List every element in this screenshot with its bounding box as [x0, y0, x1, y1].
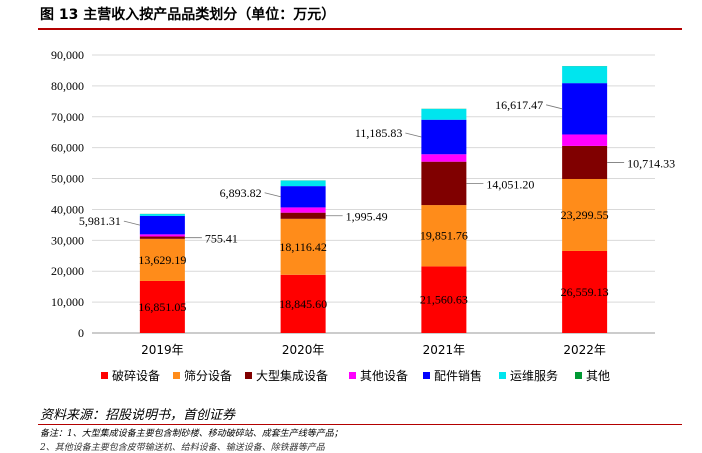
legend-swatch — [423, 372, 430, 379]
y-tick-label: 10,000 — [51, 295, 84, 309]
footnote-1: 备注：1、大型集成设备主要包含制砂楼、移动破碎站、成套生产线等产品； — [40, 426, 343, 439]
data-label: 11,185.83 — [355, 126, 403, 140]
x-axis-ticks: 2019年 2020年 2021年 2022年 — [141, 343, 606, 357]
bar-segment — [562, 66, 607, 83]
bar-segment — [140, 216, 185, 234]
y-tick-label: 50,000 — [51, 172, 84, 186]
legend-label: 其他设备 — [360, 369, 408, 383]
data-label: 14,051.20 — [486, 177, 534, 191]
legend-label: 破碎设备 — [112, 368, 160, 383]
data-label: 18,116.42 — [279, 240, 327, 254]
legend-label: 大型集成设备 — [256, 368, 328, 383]
bar-segment — [281, 213, 326, 219]
x-tick-label: 2021年 — [423, 343, 466, 357]
y-axis-ticks: 010,00020,00030,00040,00050,00060,00070,… — [51, 48, 84, 340]
legend-swatch — [575, 372, 582, 379]
data-label: 5,981.31 — [79, 214, 121, 228]
source-text: 资料来源：招股说明书，首创证券 — [40, 404, 235, 423]
bar-segment — [421, 154, 466, 161]
legend-swatch — [349, 372, 356, 379]
stacked-bar-chart: 010,00020,00030,00040,00050,00060,00070,… — [0, 0, 702, 400]
y-tick-label: 90,000 — [51, 48, 84, 62]
bar-segment — [281, 181, 326, 187]
y-tick-label: 20,000 — [51, 264, 84, 278]
bar-segment — [562, 146, 607, 179]
legend-label: 其他 — [586, 369, 610, 383]
bar-segment — [140, 237, 185, 239]
bar-segment — [281, 186, 326, 207]
y-tick-label: 0 — [78, 326, 84, 340]
legend-label: 配件销售 — [434, 368, 482, 383]
y-tick-label: 70,000 — [51, 110, 84, 124]
data-label: 755.41 — [205, 232, 238, 246]
leader-line — [265, 193, 281, 197]
legend: 破碎设备 筛分设备 大型集成设备 其他设备 配件销售 运维服务 其他 — [101, 368, 610, 383]
y-tick-label: 80,000 — [51, 79, 84, 93]
bar-segment — [140, 234, 185, 236]
bar-segment — [421, 120, 466, 155]
legend-swatch — [173, 372, 180, 379]
data-label: 16,851.05 — [138, 300, 186, 314]
leader-line — [546, 105, 562, 109]
data-label: 26,559.13 — [561, 285, 609, 299]
data-label: 13,629.19 — [138, 253, 186, 267]
x-tick-label: 2019年 — [141, 343, 184, 357]
bar-segment — [421, 162, 466, 205]
data-label: 1,995.49 — [346, 210, 388, 224]
data-label: 18,845.60 — [279, 297, 327, 311]
bar-segment — [562, 134, 607, 145]
data-label: 21,560.63 — [420, 293, 468, 307]
bar-segment — [140, 214, 185, 216]
x-tick-label: 2022年 — [563, 343, 606, 357]
bar-segment — [562, 83, 607, 134]
bar-segment — [281, 207, 326, 212]
legend-label: 筛分设备 — [184, 368, 232, 383]
x-tick-label: 2020年 — [282, 343, 325, 357]
bar-segment — [421, 109, 466, 120]
source-divider — [38, 424, 682, 425]
legend-label: 运维服务 — [510, 368, 558, 383]
legend-swatch — [499, 372, 506, 379]
y-tick-label: 30,000 — [51, 233, 84, 247]
legend-swatch — [245, 372, 252, 379]
leader-line — [405, 133, 421, 137]
y-tick-label: 60,000 — [51, 141, 84, 155]
data-label: 16,617.47 — [495, 98, 543, 112]
data-label: 10,714.33 — [627, 156, 675, 170]
legend-swatch — [101, 372, 108, 379]
data-label: 23,299.55 — [561, 208, 609, 222]
leader-line — [124, 221, 140, 225]
data-label: 19,851.76 — [420, 229, 468, 243]
data-label: 6,893.82 — [220, 186, 262, 200]
